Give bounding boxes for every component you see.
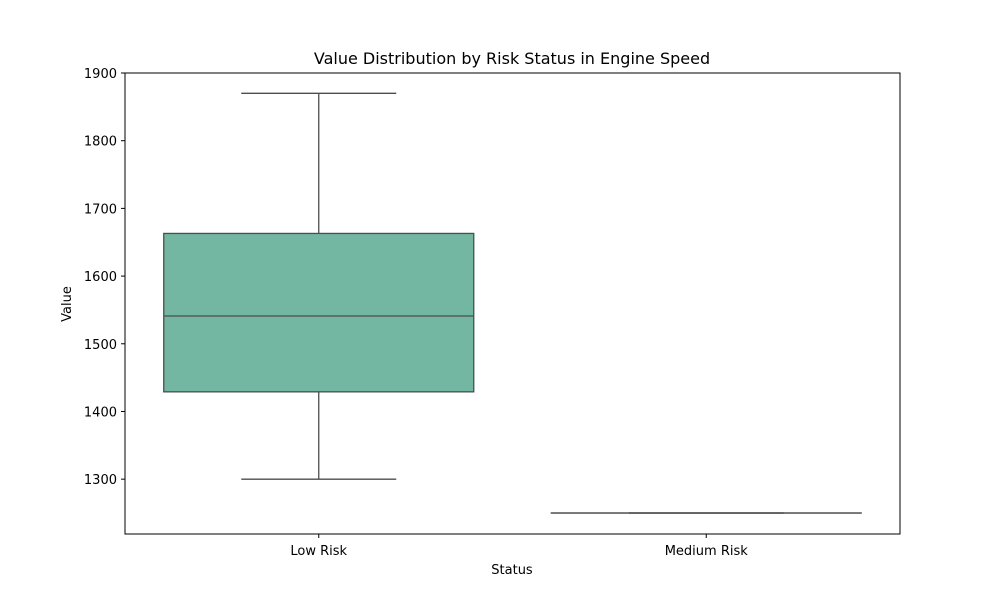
y-tick-label: 1900 — [84, 67, 117, 82]
y-tick-label: 1500 — [84, 338, 117, 353]
y-tick-label: 1800 — [84, 135, 117, 150]
y-tick-label: 1700 — [84, 202, 117, 217]
plot-area: 1300 1400 1500 1600 1700 1800 1900 Low Risk Medi… — [84, 67, 861, 559]
x-tick-label: Low Risk — [290, 544, 347, 559]
x-tick-label: Medium Risk — [665, 544, 749, 559]
y-tick-label: 1600 — [84, 270, 117, 285]
chart-title: Value Distribution by Risk Status in Eng… — [314, 49, 710, 68]
y-axis-label: Value — [60, 286, 75, 322]
x-axis-label: Status — [491, 563, 533, 578]
box-body — [164, 233, 474, 391]
y-tick-label: 1400 — [84, 405, 117, 420]
y-tick-label: 1300 — [84, 473, 117, 488]
